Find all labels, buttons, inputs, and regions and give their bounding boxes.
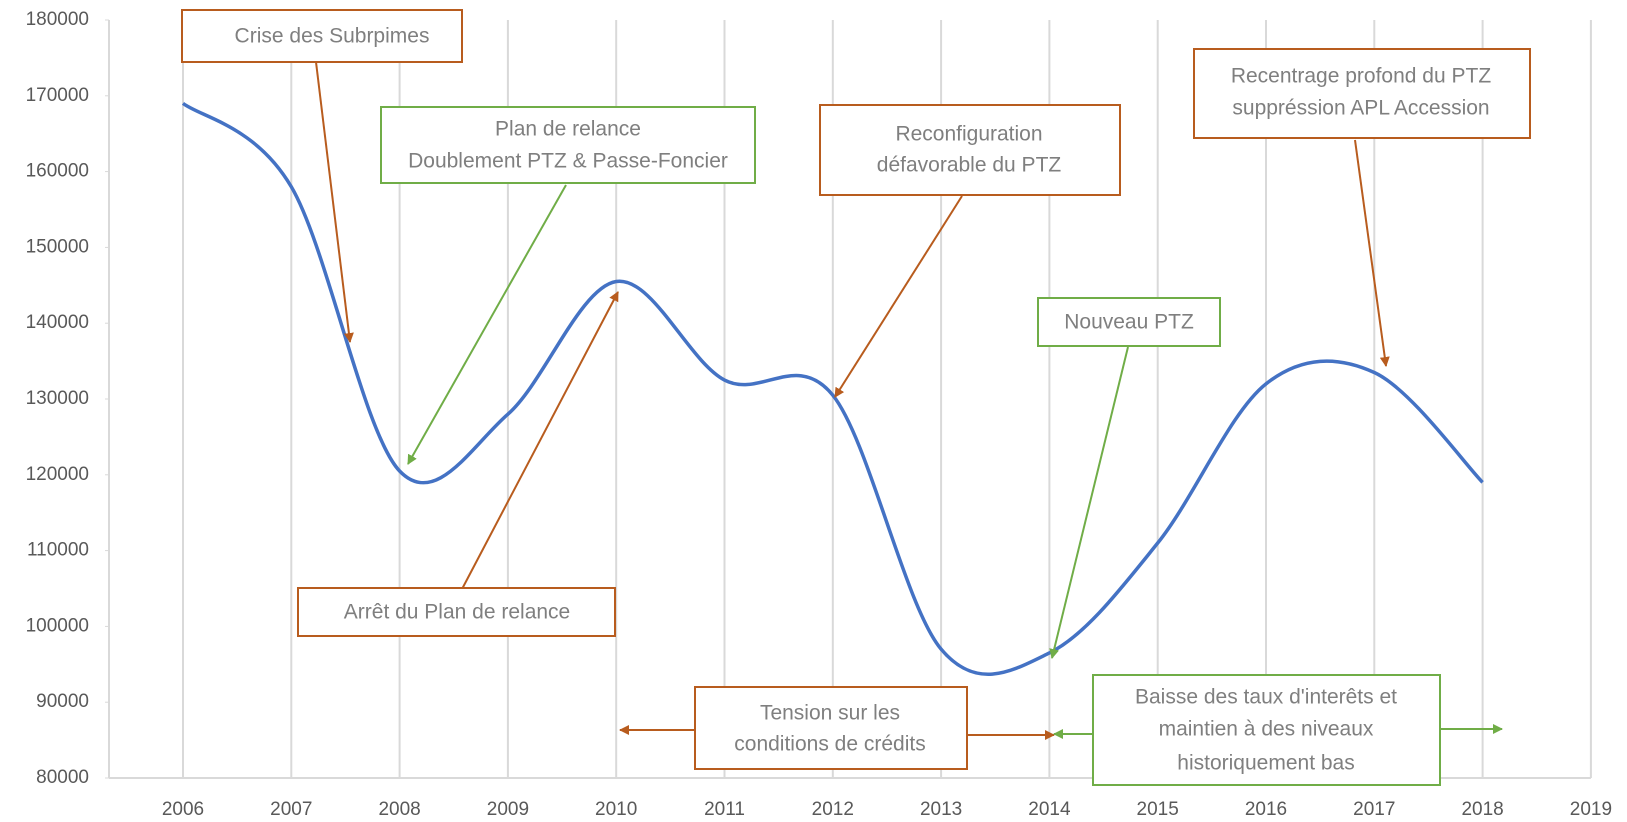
x-tick-label: 2014 — [1028, 799, 1071, 820]
annotation-box — [297, 587, 616, 637]
x-tick-label: 2007 — [270, 799, 312, 820]
annotation-text: maintien à des niveaux — [1159, 718, 1374, 741]
annotation-text: Arrêt du Plan de relance — [344, 601, 570, 624]
annotation-arrow — [1354, 139, 1390, 367]
annotation-arrow — [460, 291, 619, 592]
x-tick-label: 2016 — [1245, 799, 1287, 820]
annotation-text: Reconfiguration — [895, 123, 1042, 146]
y-tick-label: 140000 — [26, 312, 89, 333]
y-tick-label: 100000 — [26, 615, 89, 636]
x-tick-label: 2018 — [1461, 799, 1503, 820]
annotation-text: suppréssion APL Accession — [1232, 97, 1489, 120]
x-tick-label: 2011 — [704, 799, 745, 820]
annotation-text: Nouveau PTZ — [1064, 311, 1194, 334]
annotation-text: Doublement PTZ & Passe-Foncier — [408, 150, 728, 173]
annotation-box — [181, 9, 463, 63]
annotation-box — [1037, 297, 1221, 347]
annotation-text: Recentrage profond du PTZ — [1231, 65, 1491, 88]
annotation-text: historiquement bas — [1177, 752, 1354, 775]
annotation-box — [819, 104, 1121, 196]
annotation-arrow — [834, 195, 963, 398]
y-tick-label: 120000 — [26, 464, 89, 485]
x-tick-label: 2019 — [1570, 799, 1612, 820]
annotation-arrow — [315, 61, 354, 343]
annotation-box — [1193, 48, 1531, 139]
x-tick-label: 2010 — [595, 799, 637, 820]
annotation-text: Tension sur les — [760, 702, 900, 725]
x-tick-label: 2008 — [378, 799, 420, 820]
x-tick-label: 2013 — [920, 799, 962, 820]
annotation-box — [380, 106, 756, 184]
x-tick-label: 2017 — [1353, 799, 1395, 820]
y-tick-label: 130000 — [26, 388, 89, 409]
y-tick-label: 110000 — [27, 540, 89, 561]
y-tick-label: 80000 — [36, 767, 89, 788]
y-tick-label: 90000 — [36, 691, 89, 712]
annotation-box — [1092, 674, 1441, 786]
x-tick-label: 2006 — [162, 799, 204, 820]
annotation-box — [694, 686, 968, 770]
annotation-arrow — [1049, 346, 1129, 659]
y-tick-label: 150000 — [26, 236, 89, 257]
series-line — [181, 101, 1484, 676]
y-tick-label: 170000 — [26, 85, 89, 106]
y-tick-label: 180000 — [26, 9, 89, 30]
annotation-text: conditions de crédits — [734, 733, 925, 756]
annotation-arrow — [407, 184, 567, 465]
y-tick-label: 160000 — [26, 161, 89, 182]
annotation-text: Crise des Subrpimes — [235, 25, 430, 48]
x-tick-label: 2012 — [812, 799, 854, 820]
x-tick-label: 2009 — [487, 799, 529, 820]
x-tick-label: 2015 — [1137, 799, 1179, 820]
annotation-text: défavorable du PTZ — [877, 154, 1062, 177]
annotation-text: Baisse des taux d'interêts et — [1135, 686, 1397, 709]
annotation-text: Plan de relance — [495, 118, 641, 141]
